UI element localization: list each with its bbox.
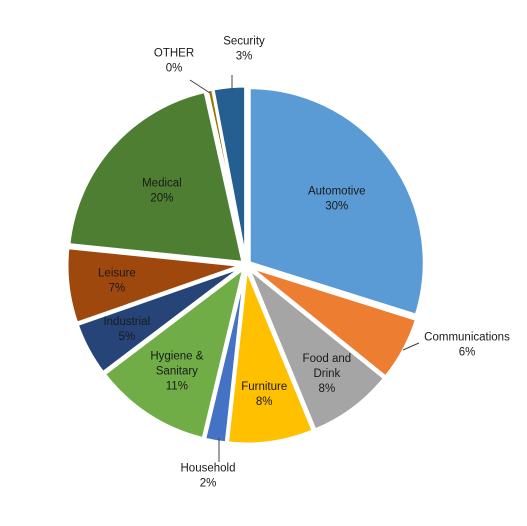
pie-slice-leisure[interactable]: [65, 246, 244, 325]
pie-slice-automotive[interactable]: [247, 86, 426, 317]
slice-percent-label-leisure: 7%: [109, 282, 126, 294]
pie-slice-medical[interactable]: [67, 90, 245, 264]
slice-name-label-hygiene-and-sanitary-1: Hygiene &: [150, 351, 203, 363]
slice-name-label-industrial: Industrial: [103, 316, 150, 328]
slice-percent-label-food-and-drink: 8%: [319, 383, 336, 395]
slice-name-label-communications: Communications: [424, 331, 510, 343]
slices-layer: [65, 84, 426, 446]
slice-percent-label-automotive: 30%: [325, 201, 348, 213]
leader-line-communications: [402, 342, 420, 351]
slice-percent-label-communications: 6%: [459, 346, 476, 358]
slice-percent-label-hygiene-and-sanitary: 11%: [166, 381, 188, 393]
slice-percent-label-other: 0%: [166, 62, 183, 74]
slice-name-label-food-and-drink-2: Drink: [313, 368, 340, 380]
slice-name-label-other: OTHER: [154, 47, 194, 59]
pie-slice-security[interactable]: [211, 84, 248, 263]
slice-name-label-food-and-drink-1: Food and: [303, 353, 352, 365]
slice-name-label-leisure: Leisure: [98, 267, 136, 279]
slice-name-label-security: Security: [223, 35, 265, 47]
pie-slice-food-and-drink[interactable]: [246, 266, 386, 432]
pie-slice-industrial[interactable]: [75, 265, 244, 375]
labels-layer: Automotive 30% Communications 6% Food and Dri…: [98, 35, 510, 489]
slice-percent-label-medical: 20%: [150, 192, 173, 204]
slice-name-label-automotive: Automotive: [308, 186, 366, 198]
slice-name-label-furniture: Furniture: [241, 381, 287, 393]
slice-percent-label-security: 3%: [236, 50, 253, 62]
slice-name-label-hygiene-and-sanitary-2: Sanitary: [156, 366, 198, 378]
slice-percent-label-furniture: 8%: [256, 396, 273, 408]
slice-name-label-medical: Medical: [142, 177, 182, 189]
pie-slice-household[interactable]: [203, 267, 247, 445]
leader-lines-layer: [189, 75, 420, 462]
leader-line-other: [189, 79, 211, 94]
slice-percent-label-industrial: 5%: [119, 331, 136, 343]
slice-name-label-household: Household: [181, 462, 236, 474]
slice-percent-label-household: 2%: [200, 477, 217, 489]
pie-slice-hygiene-and-sanitary[interactable]: [102, 266, 246, 441]
